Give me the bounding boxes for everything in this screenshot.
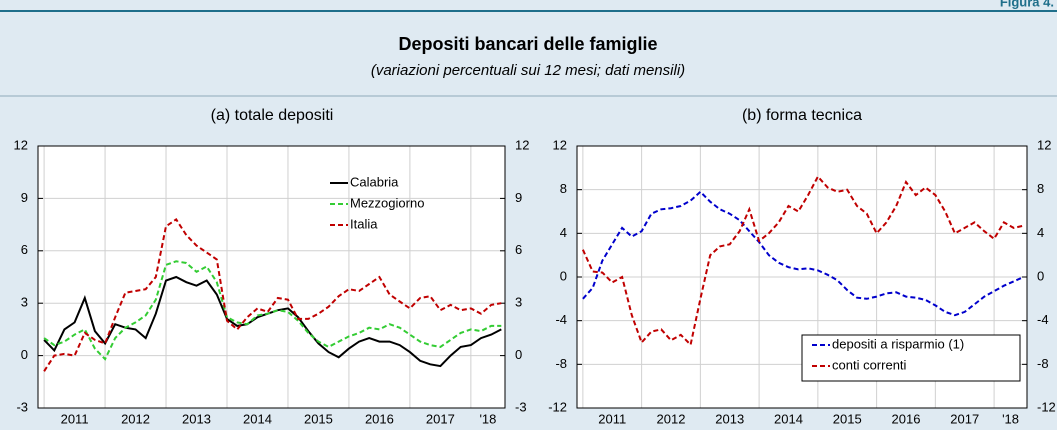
figure-subtitle: (variazioni percentuali sui 12 mesi; dat… (371, 62, 685, 79)
y2-tick-label: -4 (1037, 312, 1049, 327)
y2-tick-label: 0 (1037, 268, 1044, 283)
series-line (43, 275, 502, 368)
y-tick-label: 9 (21, 190, 28, 205)
series-line (581, 174, 1024, 347)
y2-tick-label: 12 (1037, 137, 1051, 152)
plot-frame (37, 145, 506, 409)
y2-tick-label: 6 (515, 242, 522, 257)
legend-label: depositi a risparmio (1) (832, 336, 964, 351)
legend-label: Calabria (350, 174, 399, 189)
y2-tick-label: 3 (515, 295, 522, 310)
x-tick-label: '18 (1002, 411, 1019, 426)
y-tick-label: -3 (16, 399, 28, 414)
x-tick-label: 2016 (365, 411, 394, 426)
y2-tick-label: 4 (1037, 225, 1044, 240)
panel-title: (a) totale depositi (211, 107, 334, 124)
y-tick-label: 12 (14, 137, 28, 152)
y2-tick-label: -3 (515, 399, 527, 414)
y-tick-label: -4 (555, 312, 567, 327)
legend-label: conti correnti (832, 357, 907, 372)
y2-tick-label: -8 (1037, 356, 1049, 371)
x-tick-label: 2012 (121, 411, 150, 426)
series-line (43, 217, 502, 372)
legend-label: Italia (350, 216, 378, 231)
y-tick-label: 0 (21, 347, 28, 362)
y2-tick-label: 12 (515, 137, 529, 152)
plot-area (38, 146, 505, 408)
series-line (582, 190, 1024, 317)
x-tick-label: 2015 (304, 411, 333, 426)
x-tick-label: 2015 (833, 411, 862, 426)
y-tick-label: -8 (555, 356, 567, 371)
y2-tick-label: -12 (1037, 399, 1056, 414)
legend-label: Mezzogiorno (350, 195, 424, 210)
series-line (43, 260, 502, 361)
x-tick-label: 2014 (243, 411, 272, 426)
y-tick-label: 8 (560, 181, 567, 196)
legend-box (801, 334, 1021, 382)
y-tick-label: 0 (560, 268, 567, 283)
y-tick-label: 12 (553, 137, 567, 152)
x-tick-label: 2014 (774, 411, 803, 426)
panel-title: (b) forma tecnica (742, 107, 862, 124)
y-tick-label: 3 (21, 295, 28, 310)
figure-label: Figura 4. (1000, 0, 1054, 9)
x-tick-label: 2013 (182, 411, 211, 426)
y2-tick-label: 0 (515, 347, 522, 362)
x-tick-label: 2012 (657, 411, 686, 426)
x-tick-label: '18 (479, 411, 496, 426)
x-tick-label: 2013 (715, 411, 744, 426)
y-tick-label: -12 (548, 399, 567, 414)
plot-frame (576, 145, 1028, 409)
x-tick-label: 2017 (950, 411, 979, 426)
y-tick-label: 4 (560, 225, 567, 240)
y2-tick-label: 9 (515, 190, 522, 205)
y-tick-label: 6 (21, 242, 28, 257)
x-tick-label: 2017 (426, 411, 455, 426)
y2-tick-label: 8 (1037, 181, 1044, 196)
x-tick-label: 2011 (61, 411, 89, 426)
x-tick-label: 2011 (598, 411, 626, 426)
figure-title: Depositi bancari delle famiglie (398, 34, 657, 54)
x-tick-label: 2016 (892, 411, 921, 426)
